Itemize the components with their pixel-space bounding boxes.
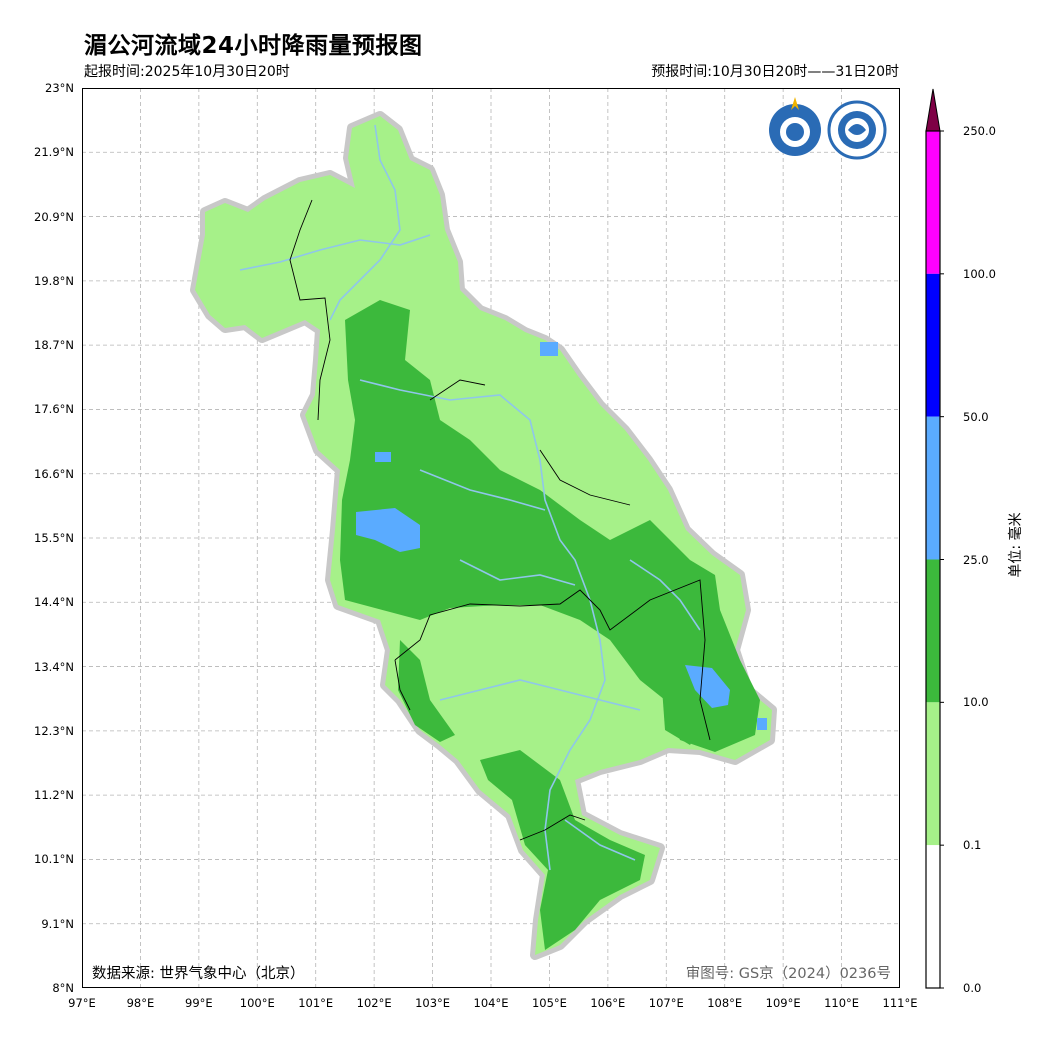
- lat-tick-label: 11.2°N: [34, 788, 74, 803]
- lon-tick-label: 106°E: [590, 996, 626, 1010]
- lat-tick-label: 18.7°N: [34, 338, 74, 353]
- colorbar-level-label: 10.0: [963, 695, 989, 710]
- legend-unit: 单位: 毫米: [1008, 512, 1024, 578]
- lat-tick-label: 21.9°N: [34, 145, 74, 160]
- cma-logo: [827, 100, 887, 160]
- colorbar-level-label: 50.0: [963, 409, 989, 424]
- colorbar: [925, 88, 944, 989]
- lon-tick-label: 104°E: [473, 996, 509, 1010]
- lat-tick-label: 19.8°N: [34, 273, 74, 288]
- lat-tick-label: 20.9°N: [34, 209, 74, 224]
- colorbar-level-label: 25.0: [963, 552, 989, 567]
- issue-time: 起报时间:2025年10月30日20时: [84, 64, 290, 80]
- lat-tick-label: 14.4°N: [34, 595, 74, 610]
- map-frame: [82, 88, 900, 988]
- mekong-basin-map: [190, 111, 777, 960]
- lon-tick-label: 101°E: [298, 996, 334, 1010]
- lat-tick-label: 15.5°N: [34, 531, 74, 545]
- colorbar-segment: [926, 559, 940, 703]
- map-title: 湄公河流域24小时降雨量预报图: [84, 33, 423, 59]
- lon-tick-label: 99°E: [185, 996, 213, 1010]
- lon-tick-label: 102°E: [356, 996, 392, 1010]
- lat-tick-label: 10.1°N: [34, 852, 74, 867]
- rain-25-50mm-zones: [356, 342, 767, 730]
- lat-tick-label: 9.1°N: [41, 916, 74, 931]
- lat-tick-label: 13.4°N: [34, 659, 74, 674]
- colorbar-segment: [926, 131, 940, 274]
- colorbar-level-label: 100.0: [963, 266, 996, 281]
- colorbar-segment: [926, 273, 940, 417]
- colorbar-level-label: 0.1: [963, 838, 982, 853]
- colorbar-extend-arrow: [925, 88, 941, 132]
- lon-tick-label: 108°E: [707, 996, 743, 1010]
- valid-time: 预报时间:10月30日20时——31日20时: [651, 64, 899, 80]
- lon-tick-label: 103°E: [415, 996, 451, 1010]
- lat-tick-label: 8°N: [52, 981, 74, 995]
- lon-tick-label: 97°E: [68, 996, 96, 1010]
- colorbar-level-label: 250.0: [963, 124, 996, 138]
- colorbar-level-label: 0.0: [963, 981, 982, 995]
- lon-tick-label: 110°E: [824, 996, 860, 1010]
- lat-tick-label: 23°N: [45, 81, 74, 95]
- lon-tick-label: 107°E: [648, 996, 684, 1010]
- lon-tick-label: 111°E: [882, 996, 918, 1010]
- lat-tick-label: 17.6°N: [34, 402, 74, 417]
- lon-tick-label: 100°E: [239, 996, 275, 1010]
- colorbar-segment: [926, 416, 940, 560]
- lon-tick-label: 98°E: [126, 996, 155, 1010]
- national-borders: [289, 199, 711, 841]
- lon-tick-label: 109°E: [765, 996, 801, 1010]
- lat-tick-label: 12.3°N: [34, 723, 74, 738]
- colorbar-segment: [926, 702, 940, 846]
- wmo-logo: [769, 97, 821, 156]
- river-network: [239, 124, 701, 871]
- approval-number: 审图号: GS京（2024）0236号: [685, 966, 891, 982]
- colorbar-segment: [926, 845, 940, 988]
- lon-tick-label: 105°E: [531, 996, 567, 1010]
- data-source: 数据来源: 世界气象中心（北京）: [92, 966, 305, 982]
- lat-tick-label: 16.6°N: [34, 466, 74, 481]
